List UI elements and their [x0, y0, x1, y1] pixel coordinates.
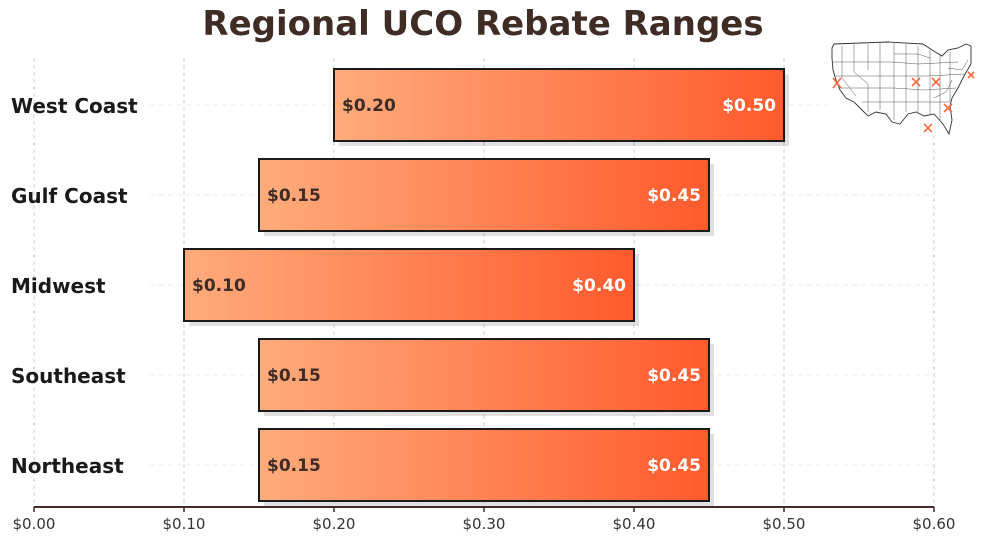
bar-min-label: $0.20: [342, 96, 396, 116]
x-tick-label: $0.20: [313, 515, 356, 533]
bar-min-label: $0.15: [267, 366, 321, 386]
bar-gulf-coast: [258, 158, 710, 232]
bar-max-label: $0.45: [647, 186, 701, 206]
bar-max-label: $0.40: [572, 276, 626, 296]
x-tick-label: $0.60: [913, 515, 956, 533]
bar-max-label: $0.45: [647, 456, 701, 476]
bar-west-coast: [333, 68, 785, 142]
bar-max-label: $0.50: [722, 96, 776, 116]
x-tick-label: $0.30: [463, 515, 506, 533]
us-map-inset: [828, 40, 975, 136]
category-label: Gulf Coast: [11, 184, 128, 208]
bar-min-label: $0.15: [267, 456, 321, 476]
category-label: Southeast: [11, 364, 126, 388]
x-tick-label: $0.50: [763, 515, 806, 533]
x-tick-label: $0.10: [163, 515, 206, 533]
bar-min-label: $0.10: [192, 276, 246, 296]
bar-southeast: [258, 338, 710, 412]
category-labels: West Coast Gulf Coast Midwest Southeast Nort…: [11, 94, 138, 478]
x-axis: $0.00 $0.10 $0.20 $0.30 $0.40 $0.50 $0.60: [13, 506, 956, 533]
category-label: West Coast: [11, 94, 138, 118]
chart-title: Regional UCO Rebate Ranges: [202, 4, 764, 44]
category-label: Northeast: [11, 454, 124, 478]
bar-northeast: [258, 428, 710, 502]
category-label: Midwest: [11, 274, 106, 298]
bars: $0.20 $0.50 $0.15 $0.45 $0.10 $0.40 $0.15 $0.45…: [183, 68, 789, 506]
bar-min-label: $0.15: [267, 186, 321, 206]
x-tick-label: $0.00: [13, 515, 56, 533]
bar-midwest: [183, 248, 635, 322]
bar-max-label: $0.45: [647, 366, 701, 386]
x-tick-label: $0.40: [613, 515, 656, 533]
